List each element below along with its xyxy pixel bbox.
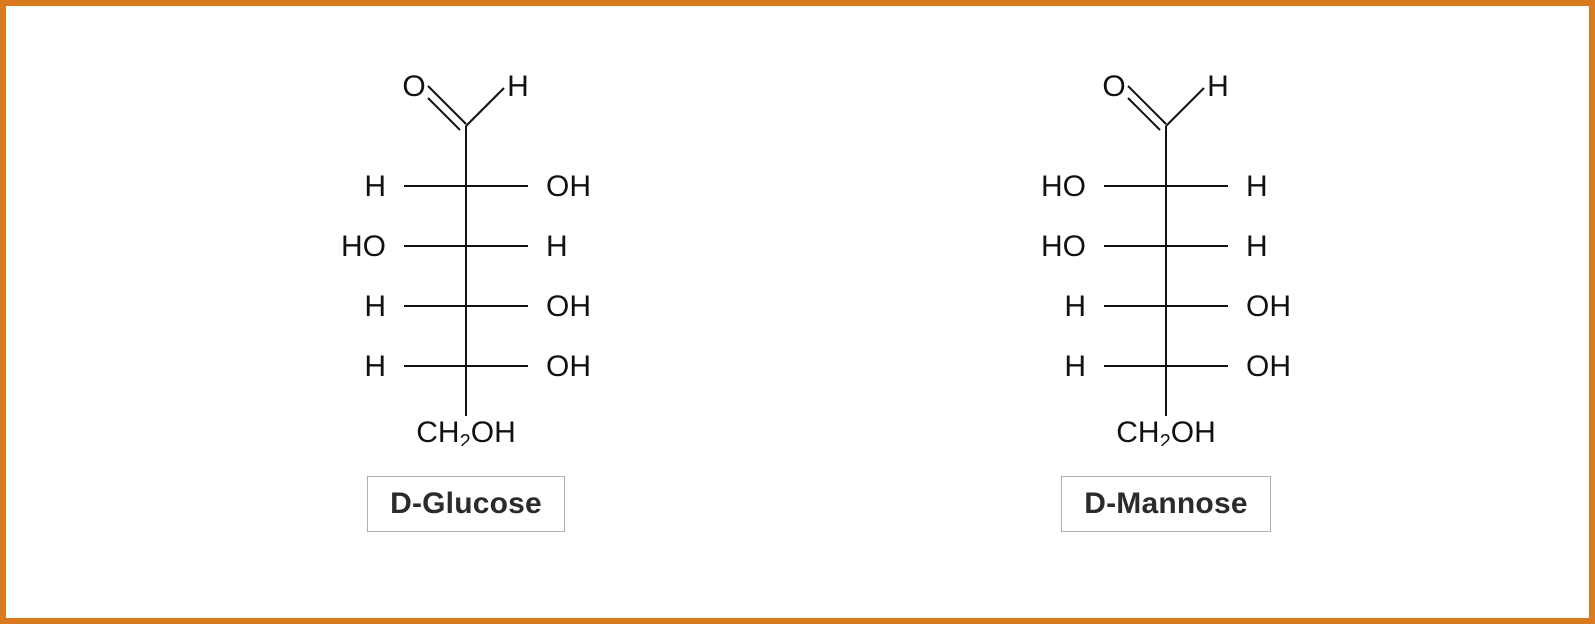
c5-left: H: [1064, 350, 1086, 383]
aldehyde-O: O: [402, 70, 425, 103]
c2-left: HO: [1041, 170, 1086, 203]
c5-right: OH: [1246, 350, 1291, 383]
c4-left: H: [364, 290, 386, 323]
c4-right: OH: [1246, 290, 1291, 323]
c3-right: H: [1246, 230, 1268, 263]
c5-right: OH: [546, 350, 591, 383]
c6-bottom: CH2OH: [416, 416, 515, 446]
molecule-mannose: O H HO H HO H H OH H OH CH2OH: [966, 46, 1366, 532]
c2-right: H: [1246, 170, 1268, 203]
bond-c1-h: [466, 88, 504, 126]
label-mannose: D-Mannose: [1061, 476, 1270, 532]
c5-left: H: [364, 350, 386, 383]
aldehyde-H: H: [507, 70, 529, 103]
c4-left: H: [1064, 290, 1086, 323]
c2-right: OH: [546, 170, 591, 203]
molecule-glucose: O H H OH HO H H OH H OH: [266, 46, 666, 532]
aldehyde-O: O: [1102, 70, 1125, 103]
c4-right: OH: [546, 290, 591, 323]
c3-left: HO: [1041, 230, 1086, 263]
bond-c1-h: [1166, 88, 1204, 126]
aldehyde-H: H: [1207, 70, 1229, 103]
structure-glucose: O H H OH HO H H OH H OH: [316, 46, 616, 446]
c3-left: HO: [341, 230, 386, 263]
structure-mannose: O H HO H HO H H OH H OH CH2OH: [1016, 46, 1316, 446]
diagram-frame: O H H OH HO H H OH H OH: [0, 0, 1595, 624]
label-glucose: D-Glucose: [367, 476, 565, 532]
c3-right: H: [546, 230, 568, 263]
c6-bottom: CH2OH: [1116, 416, 1215, 446]
c2-left: H: [364, 170, 386, 203]
